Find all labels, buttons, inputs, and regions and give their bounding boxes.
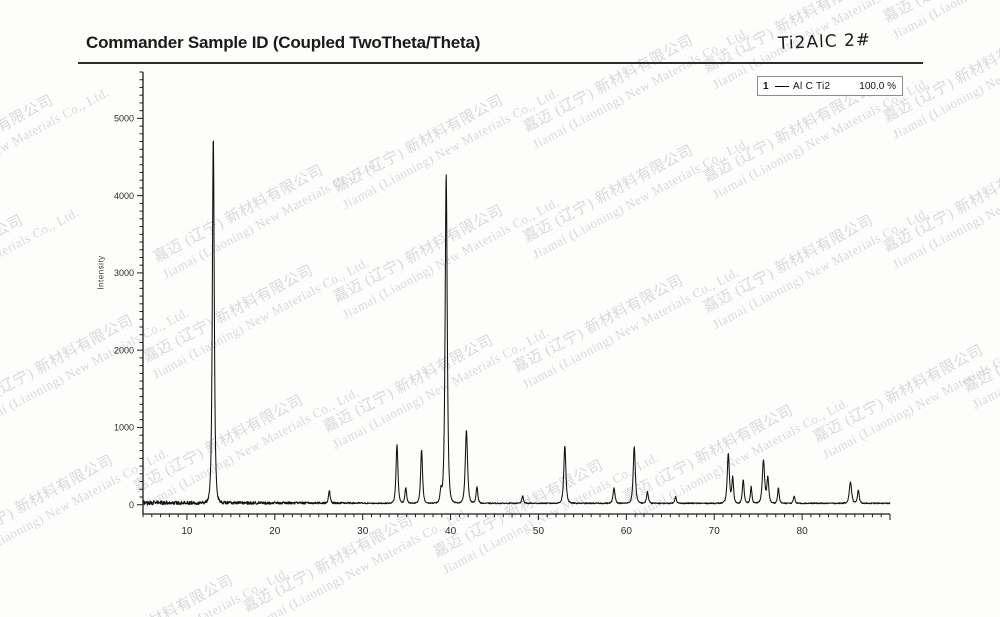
- svg-text:80: 80: [797, 526, 809, 537]
- svg-text:70: 70: [709, 526, 721, 537]
- svg-text:5000: 5000: [114, 114, 134, 124]
- xrd-trace: [142, 140, 891, 506]
- svg-text:2000: 2000: [114, 345, 134, 355]
- svg-text:10: 10: [181, 526, 193, 537]
- svg-text:40: 40: [445, 526, 457, 537]
- svg-text:60: 60: [621, 526, 633, 537]
- x-axis-ticks: 10 20 30 40 50 60 70 80: [142, 514, 891, 537]
- legend-index: 1: [763, 80, 769, 92]
- svg-text:4000: 4000: [114, 191, 134, 201]
- legend-color-swatch: [775, 85, 789, 87]
- legend-phase-percent: 100.0 %: [859, 80, 896, 92]
- svg-text:20: 20: [269, 526, 281, 537]
- svg-text:50: 50: [533, 526, 545, 537]
- handwritten-sample-note: Ti2AlC 2#: [777, 29, 872, 55]
- page-title: Commander Sample ID (Coupled TwoTheta/Th…: [86, 33, 481, 52]
- axis-group: [142, 72, 890, 515]
- svg-text:3000: 3000: [114, 268, 134, 278]
- title-divider: [78, 62, 923, 64]
- y-axis-ticks: 0 1000 2000 3000 4000 5000: [114, 71, 143, 510]
- svg-text:1000: 1000: [114, 423, 134, 433]
- y-axis-title: Intensity: [96, 255, 106, 290]
- phase-legend[interactable]: 1 Al C Ti2 100.0 %: [757, 76, 903, 96]
- svg-text:0: 0: [129, 500, 134, 510]
- legend-phase-label: Al C Ti2: [793, 80, 831, 92]
- svg-text:30: 30: [357, 526, 369, 537]
